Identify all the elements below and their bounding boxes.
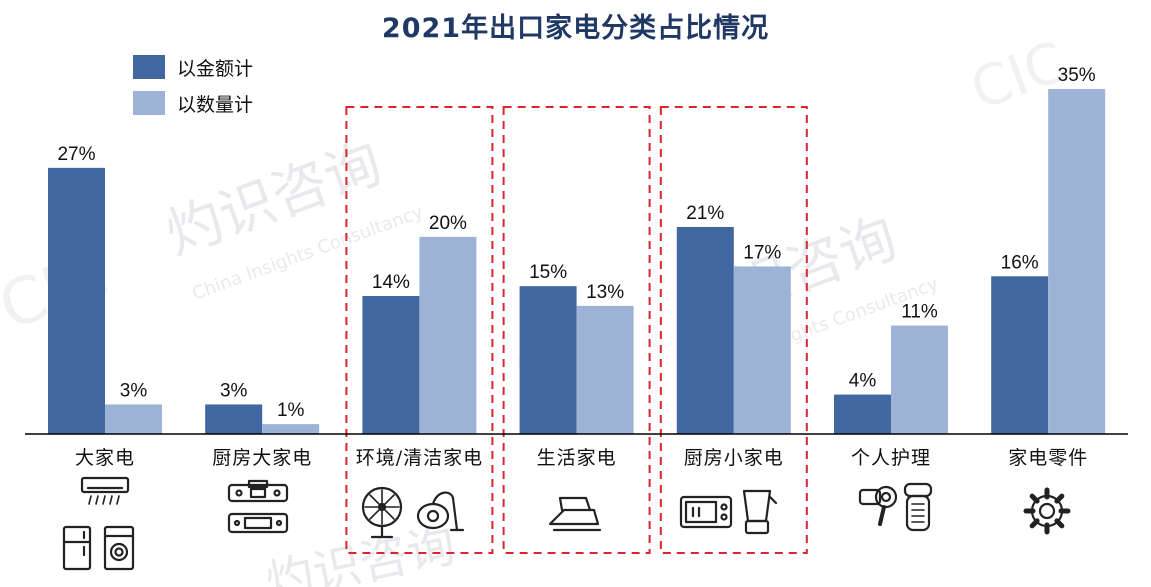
bar	[1048, 89, 1106, 434]
legend-swatch-amount	[133, 55, 165, 79]
data-label: 16%	[1001, 252, 1039, 273]
bar	[576, 305, 634, 434]
highlight-box	[345, 106, 494, 554]
bar	[891, 325, 948, 434]
category-labels: 大家电 厨房大家电 环境/清洁家电 生活家电 厨房小家电 个人护理 家电零件	[75, 447, 1088, 469]
data-label: 14%	[372, 272, 410, 293]
gear-icon	[1023, 487, 1071, 535]
bar	[262, 424, 320, 434]
data-label: 27%	[57, 144, 95, 165]
bar	[834, 394, 891, 434]
bar	[419, 236, 477, 434]
legend-label-quantity: 以数量计	[177, 93, 254, 116]
category-icons	[62, 476, 1071, 571]
data-label: 4%	[849, 371, 877, 392]
bar	[991, 276, 1049, 434]
bar	[105, 404, 162, 434]
category-label: 环境/清洁家电	[356, 447, 483, 469]
bar	[362, 296, 420, 434]
chart-legend: 以金额计 以数量计	[133, 55, 253, 127]
highlight-box	[659, 106, 808, 554]
data-label: 21%	[686, 203, 724, 224]
bar	[519, 286, 577, 434]
washing-machine-icon	[103, 525, 135, 571]
data-label: 3%	[220, 380, 248, 401]
shaver-icon	[903, 482, 933, 532]
fan-icon	[361, 486, 403, 539]
watermark-brand-cn: 灼识咨询	[158, 130, 391, 268]
vacuum-cleaner-icon	[416, 491, 465, 532]
value-labels: 27% 3% 3% 1% 14% 20% 15% 13% 21% 17% 4% 11% 16% 35%	[57, 65, 1095, 421]
chart-title: 2021年出口家电分类占比情况	[381, 13, 770, 44]
data-label: 13%	[586, 282, 624, 303]
category-label: 家电零件	[1008, 447, 1088, 469]
legend-label-amount: 以金额计	[177, 57, 254, 80]
legend-item-quantity: 以数量计	[133, 91, 254, 116]
dishwasher-icon	[227, 512, 289, 534]
range-hood-icon	[227, 479, 289, 503]
air-conditioner-icon	[80, 476, 130, 505]
data-label: 35%	[1058, 65, 1096, 86]
microwave-icon	[679, 495, 733, 529]
legend-swatch-quantity	[133, 91, 165, 115]
highlight-boxes	[345, 106, 808, 554]
category-label: 生活家电	[537, 447, 617, 469]
hair-dryer-icon	[858, 485, 898, 526]
data-label: 11%	[901, 302, 938, 323]
bar	[676, 227, 734, 434]
category-label: 个人护理	[851, 447, 931, 469]
blender-icon	[742, 489, 778, 535]
bar	[733, 266, 791, 434]
highlight-box	[502, 106, 651, 554]
bar	[48, 167, 105, 434]
data-label: 3%	[120, 380, 148, 401]
category-label: 厨房大家电	[212, 447, 312, 469]
iron-icon	[548, 496, 602, 532]
refrigerator-icon	[62, 525, 92, 571]
bars	[48, 89, 1106, 434]
category-label: 大家电	[75, 447, 135, 469]
data-label: 20%	[429, 213, 467, 234]
category-label: 厨房小家电	[684, 447, 784, 469]
data-label: 15%	[529, 262, 567, 283]
legend-item-amount: 以金额计	[133, 55, 254, 80]
bar	[205, 404, 263, 434]
data-label: 17%	[743, 242, 781, 263]
data-label: 1%	[277, 400, 305, 421]
